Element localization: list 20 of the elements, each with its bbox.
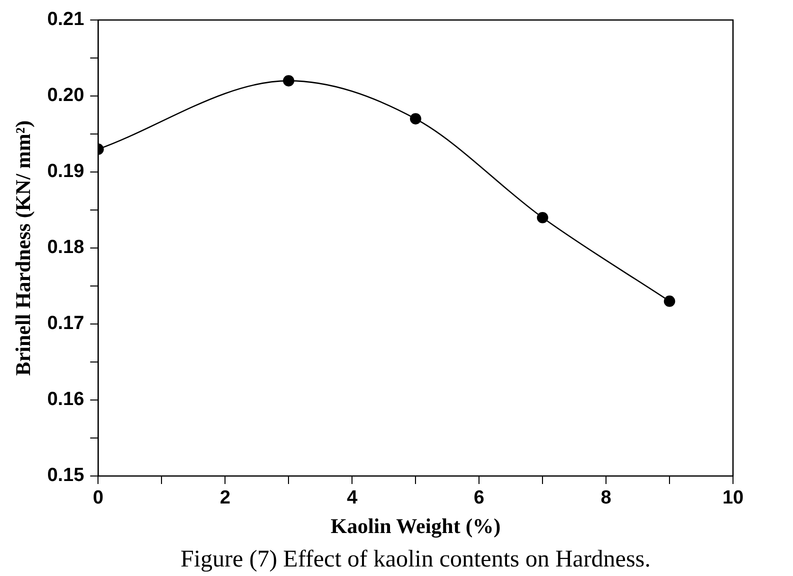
point [282,75,294,86]
x-axis-title: Kaolin Weight (%) [330,514,501,538]
y-tick-label: 0.17 [47,313,84,334]
y-tick-label: 0.18 [47,237,84,258]
y-tick-label: 0.15 [47,465,85,486]
point [536,212,548,224]
point [410,113,422,124]
x-tick-label: 6 [474,488,484,509]
point [664,296,676,307]
x-tick-label: 8 [600,488,612,509]
y-tick-label: 0.16 [47,389,84,410]
y-tick-label: 0.20 [47,85,84,106]
y-axis-title: Brinell Hardness (KN/ mm²) [11,120,36,376]
y-tick-label: 0.21 [47,9,85,30]
x-tick-label: 0 [92,488,104,509]
y-tick-label: 0.19 [47,161,84,182]
x-tick-label: 10 [722,488,744,509]
x-tick-label: 4 [346,488,358,509]
x-tick-label: 2 [220,488,230,509]
text: Figure (7) Effect of kaolin contents on Hardness. [180,546,651,572]
